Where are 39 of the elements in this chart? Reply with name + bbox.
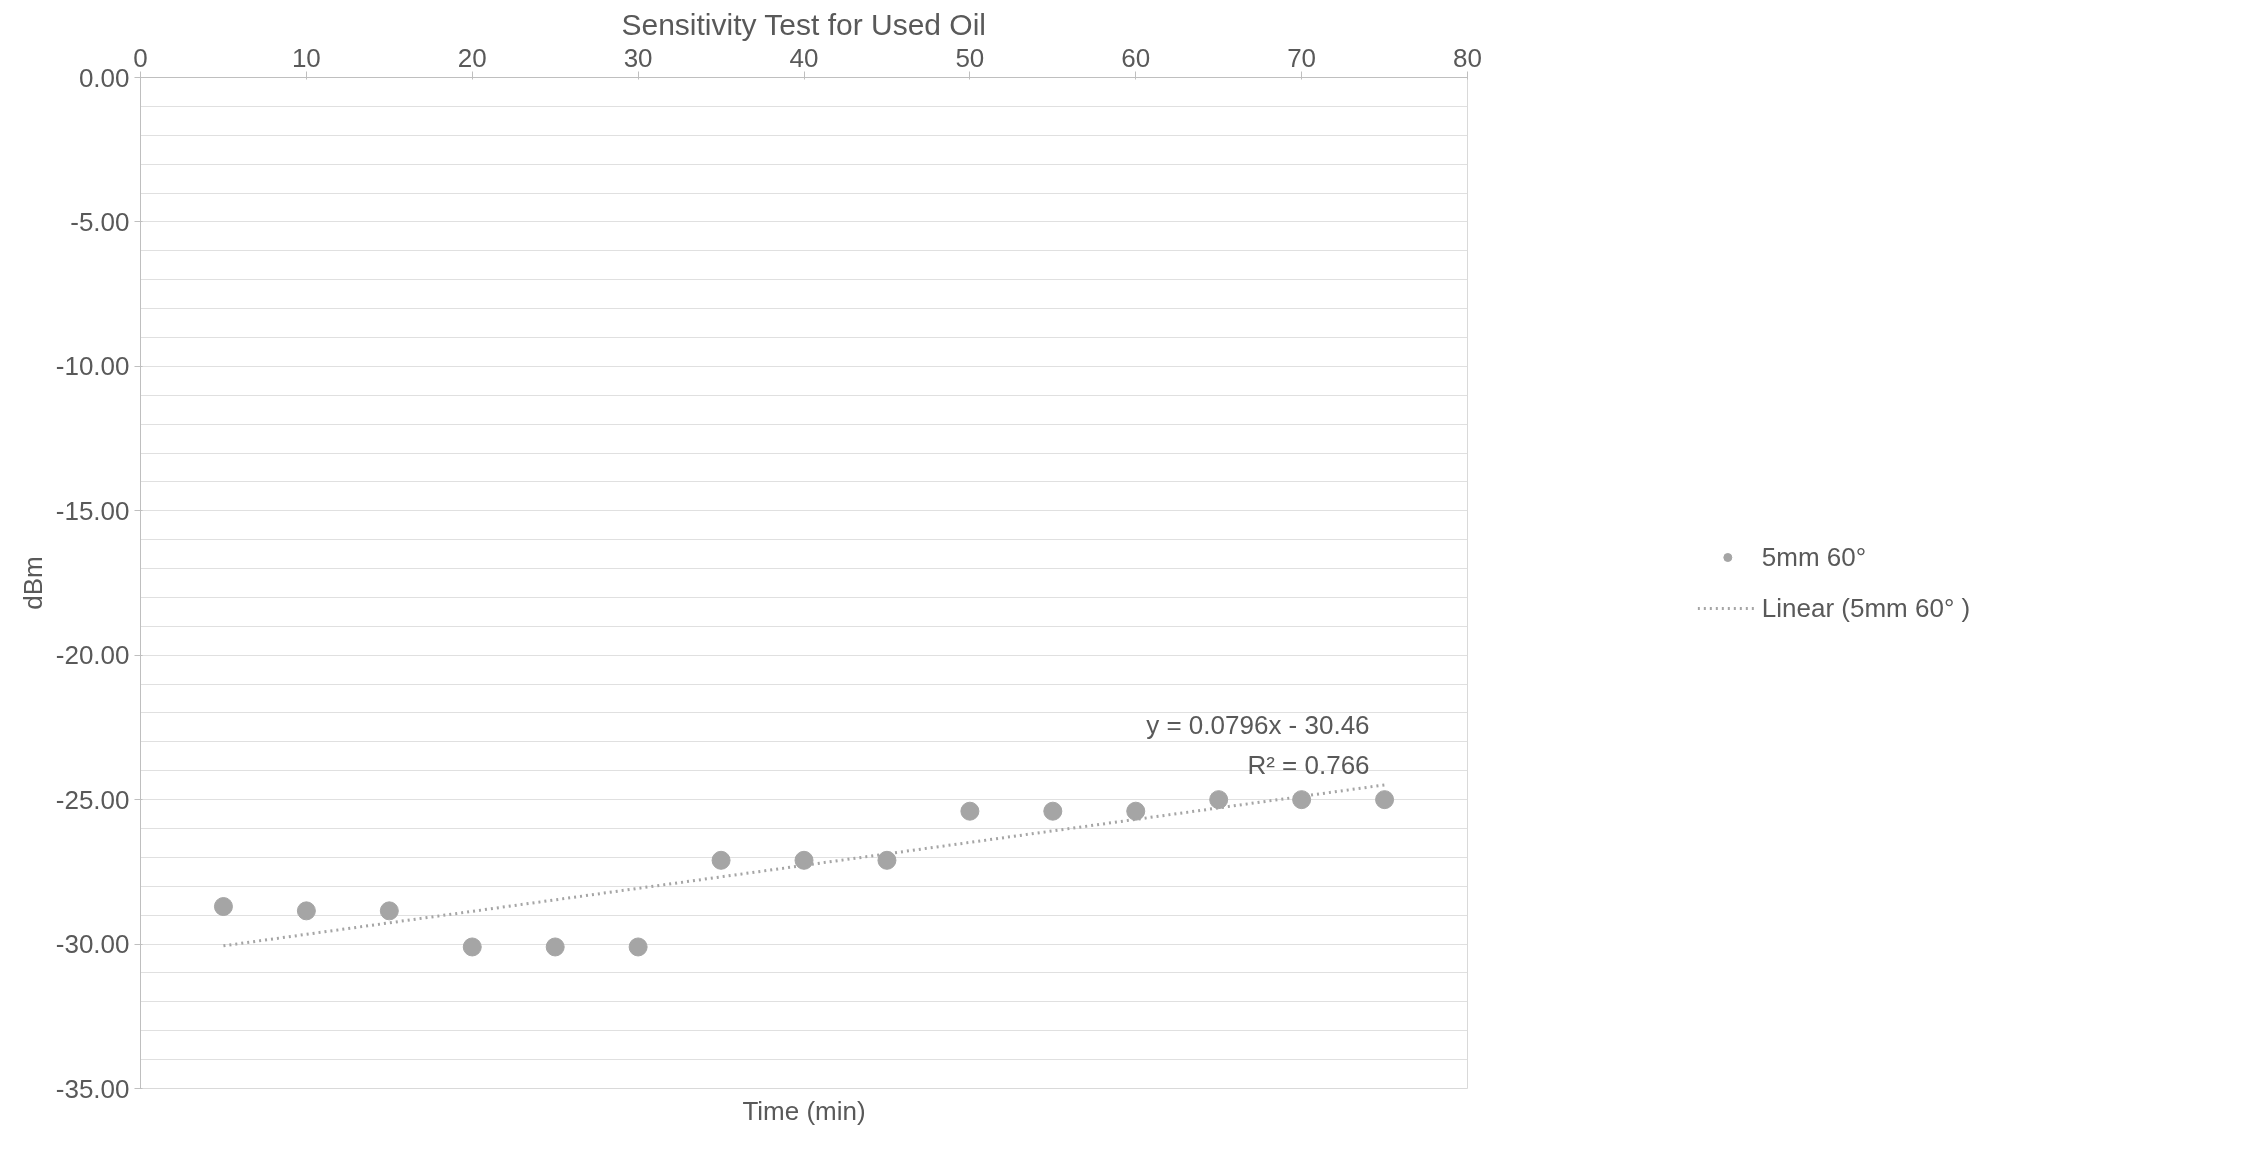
x-tick-label: 80	[1453, 42, 1482, 73]
point	[213, 897, 233, 916]
legend-label: 5mm 60°	[1761, 541, 1867, 573]
point	[1375, 790, 1395, 810]
x-tick-label: 40	[789, 42, 819, 73]
y-tick-label: -30.00	[55, 929, 130, 960]
point	[379, 901, 399, 921]
x-tick-label: 60	[1121, 42, 1151, 73]
y-tick-label: -5.00	[70, 206, 130, 237]
chart-title: Sensitivity Test for Used Oil	[621, 7, 987, 41]
annotation: y = 0.0796x - 30.46	[1146, 709, 1370, 740]
y-tick-label: -15.00	[55, 495, 130, 526]
point	[462, 937, 482, 957]
legend-label: Linear (5mm 60° )	[1761, 592, 1971, 624]
point	[1292, 790, 1312, 810]
point	[960, 801, 980, 821]
x-axis-title: Time (min)	[742, 1095, 866, 1126]
point	[711, 850, 731, 870]
x-tick-label: 20	[457, 42, 487, 73]
y-tick-label: -10.00	[55, 351, 130, 382]
y-tick-label: -20.00	[55, 640, 130, 671]
x-tick-label: 10	[291, 42, 321, 73]
point	[1043, 801, 1063, 821]
x-tick-label: 30	[623, 42, 653, 73]
x-tick-label: 0	[133, 42, 148, 73]
x-tick-label: 70	[1287, 42, 1317, 73]
point	[628, 937, 648, 957]
annotation: R² = 0.766	[1247, 749, 1370, 780]
point	[877, 850, 897, 870]
point	[794, 850, 814, 870]
y-tick-label: -25.00	[55, 784, 130, 815]
point	[296, 901, 316, 921]
point	[1126, 801, 1146, 821]
point	[1209, 790, 1229, 810]
point	[545, 937, 565, 957]
x-tick-label: 50	[955, 42, 985, 73]
y-tick-label: -35.00	[55, 1073, 130, 1104]
y-tick-label: 0.00	[78, 62, 130, 93]
y-axis-title: dBm	[17, 556, 48, 610]
